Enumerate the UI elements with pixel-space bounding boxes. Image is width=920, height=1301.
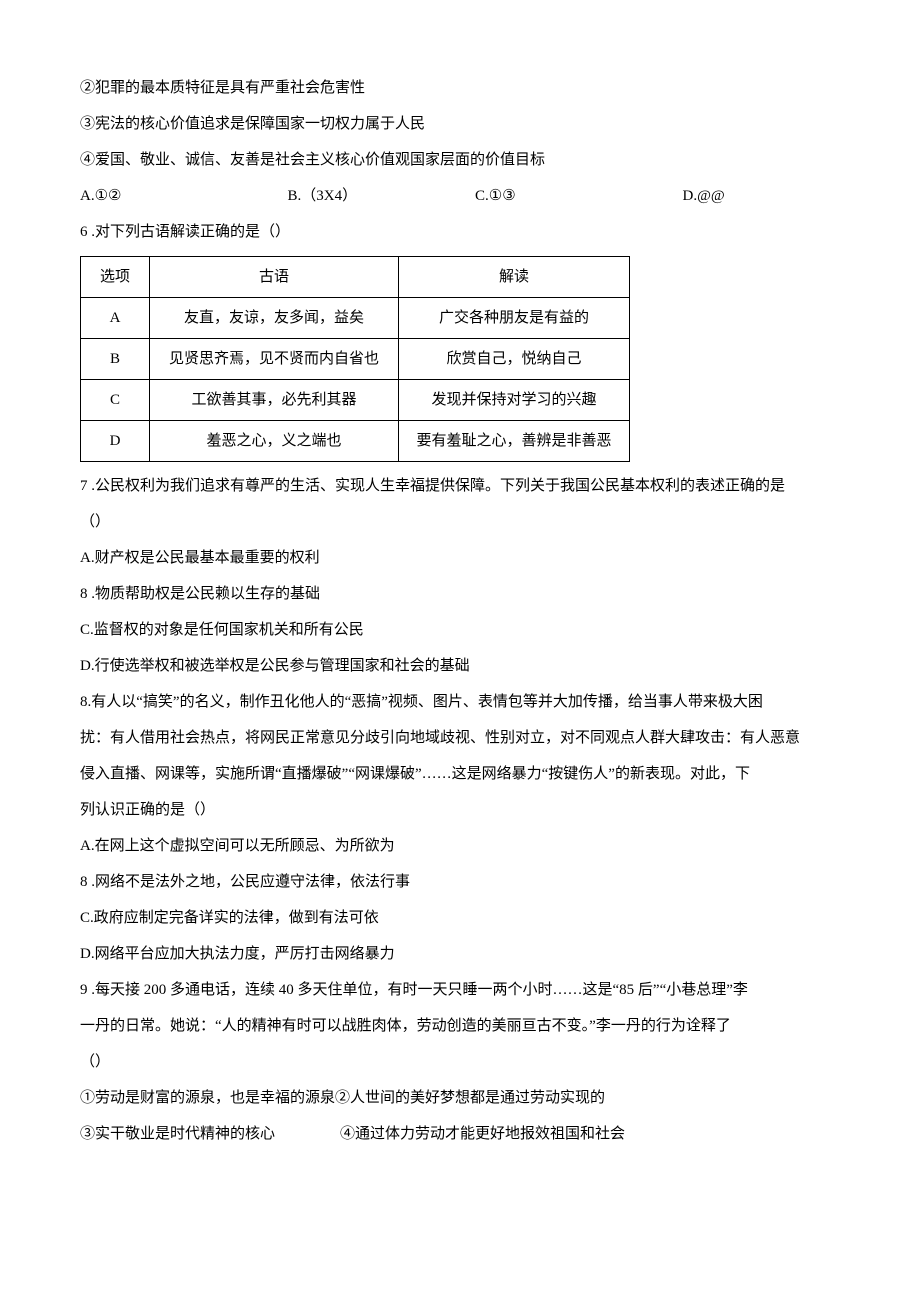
- q7-stem-line2: （）: [80, 504, 840, 540]
- q8-choice-c: C.政府应制定完备详实的法律，做到有法可依: [80, 900, 840, 936]
- statement-3: ③宪法的核心价值追求是保障国家一切权力属于人民: [80, 106, 840, 142]
- cell-jiedu: 要有羞耻之心，善辨是非善恶: [399, 421, 630, 462]
- statement-2: ②犯罪的最本质特征是具有严重社会危害性: [80, 70, 840, 106]
- cell-guyu: 见贤思齐焉，见不贤而内自省也: [150, 339, 399, 380]
- table-row: D 羞恶之心，义之端也 要有羞耻之心，善辨是非善恶: [81, 421, 630, 462]
- q8-choice-d: D.网络平台应加大执法力度，严厉打击网络暴力: [80, 936, 840, 972]
- q8-stem-line3: 侵入直播、网课等，实施所谓“直播爆破”“网课爆破”……这是网络暴力“按键伤人”的…: [80, 756, 840, 792]
- q7-choice-d: D.行使选举权和被选举权是公民参与管理国家和社会的基础: [80, 648, 840, 684]
- q9-statement-3: ③实干敬业是时代精神的核心: [80, 1116, 340, 1152]
- th-guyu: 古语: [150, 257, 399, 298]
- q9-statements-12: ①劳动是财富的源泉，也是幸福的源泉②人世间的美好梦想都是通过劳动实现的: [80, 1080, 840, 1116]
- q9-stem-line3: （）: [80, 1044, 840, 1080]
- q8-choice-b: 8 .网络不是法外之地，公民应遵守法律，依法行事: [80, 864, 840, 900]
- q6-stem: 6 .对下列古语解读正确的是（）: [80, 214, 840, 250]
- cell-guyu: 羞恶之心，义之端也: [150, 421, 399, 462]
- cell-jiedu: 广交各种朋友是有益的: [399, 298, 630, 339]
- q9-statement-4: ④通过体力劳动才能更好地报效祖国和社会: [340, 1116, 625, 1152]
- choice-d: D.@@: [633, 178, 841, 214]
- table-header-row: 选项 古语 解读: [81, 257, 630, 298]
- q8-choice-a: A.在网上这个虚拟空间可以无所顾忌、为所欲为: [80, 828, 840, 864]
- q7-choice-a: A.财产权是公民最基本最重要的权利: [80, 540, 840, 576]
- statement-4: ④爱国、敬业、诚信、友善是社会主义核心价值观国家层面的价值目标: [80, 142, 840, 178]
- q8-stem-line2: 扰：有人借用社会热点，将网民正常意见分歧引向地域歧视、性别对立，对不同观点人群大…: [80, 720, 840, 756]
- q6-table: 选项 古语 解读 A 友直，友谅，友多闻，益矣 广交各种朋友是有益的 B 见贤思…: [80, 256, 630, 462]
- choice-c: C.①③: [445, 178, 633, 214]
- q9-stem-line2: 一丹的日常。她说：“人的精神有时可以战胜肉体，劳动创造的美丽亘古不变。”李一丹的…: [80, 1008, 840, 1044]
- q8-stem-line4: 列认识正确的是（）: [80, 792, 840, 828]
- q9-statements-34: ③实干敬业是时代精神的核心 ④通过体力劳动才能更好地报效祖国和社会: [80, 1116, 840, 1152]
- q7-stem-line1: 7 .公民权利为我们追求有尊严的生活、实现人生幸福提供保障。下列关于我国公民基本…: [80, 468, 840, 504]
- cell-guyu: 工欲善其事，必先利其器: [150, 380, 399, 421]
- cell-guyu: 友直，友谅，友多闻，益矣: [150, 298, 399, 339]
- q7-choice-c: C.监督权的对象是任何国家机关和所有公民: [80, 612, 840, 648]
- cell-opt: A: [81, 298, 150, 339]
- q5-choices: A.①② B.（3X4） C.①③ D.@@: [80, 178, 840, 214]
- table-row: B 见贤思齐焉，见不贤而内自省也 欣赏自己，悦纳自己: [81, 339, 630, 380]
- cell-opt: C: [81, 380, 150, 421]
- table-row: A 友直，友谅，友多闻，益矣 广交各种朋友是有益的: [81, 298, 630, 339]
- cell-opt: D: [81, 421, 150, 462]
- choice-a: A.①②: [80, 178, 238, 214]
- cell-opt: B: [81, 339, 150, 380]
- choice-b: B.（3X4）: [238, 178, 446, 214]
- table-row: C 工欲善其事，必先利其器 发现并保持对学习的兴趣: [81, 380, 630, 421]
- q8-stem-line1: 8.有人以“搞笑”的名义，制作丑化他人的“恶搞”视频、图片、表情包等并大加传播，…: [80, 684, 840, 720]
- th-option: 选项: [81, 257, 150, 298]
- q7-choice-b: 8 .物质帮助权是公民赖以生存的基础: [80, 576, 840, 612]
- q9-stem-line1: 9 .每天接 200 多通电话，连续 40 多天住单位，有时一天只睡一两个小时……: [80, 972, 840, 1008]
- th-jiedu: 解读: [399, 257, 630, 298]
- cell-jiedu: 欣赏自己，悦纳自己: [399, 339, 630, 380]
- cell-jiedu: 发现并保持对学习的兴趣: [399, 380, 630, 421]
